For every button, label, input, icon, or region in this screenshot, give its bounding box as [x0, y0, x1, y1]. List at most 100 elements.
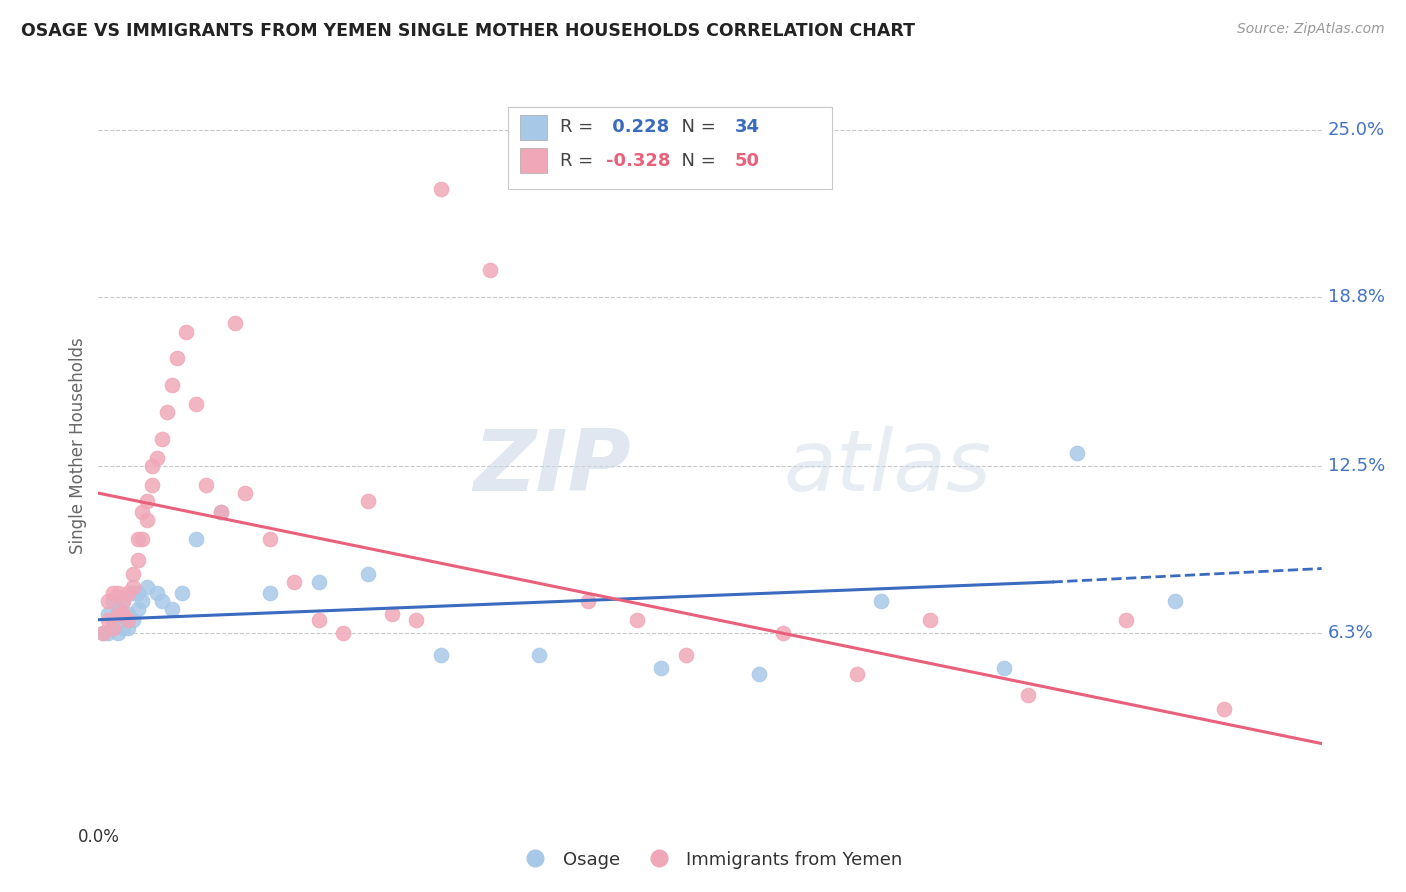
Point — [121, 580, 143, 594]
Point — [283, 574, 305, 589]
Point — [170, 586, 193, 600]
Point — [233, 486, 256, 500]
Text: Source: ZipAtlas.com: Source: ZipAtlas.com — [1237, 22, 1385, 37]
Point — [195, 478, 218, 492]
Point — [166, 351, 188, 366]
Point — [478, 262, 501, 277]
Text: OSAGE VS IMMIGRANTS FROM YEMEN SINGLE MOTHER HOUSEHOLDS CORRELATION CHART: OSAGE VS IMMIGRANTS FROM YEMEN SINGLE MO… — [21, 22, 915, 40]
Point — [131, 505, 153, 519]
Point — [430, 182, 453, 196]
Point — [1115, 613, 1137, 627]
Y-axis label: Single Mother Households: Single Mother Households — [69, 338, 87, 554]
Point — [993, 661, 1015, 675]
FancyBboxPatch shape — [520, 148, 547, 173]
Point — [131, 594, 153, 608]
Point — [107, 586, 129, 600]
Text: 0.228: 0.228 — [606, 118, 669, 136]
Text: R =: R = — [560, 152, 599, 169]
Point — [224, 317, 246, 331]
Point — [121, 566, 143, 581]
FancyBboxPatch shape — [508, 107, 832, 189]
Point — [160, 602, 183, 616]
Point — [136, 580, 159, 594]
Point — [150, 594, 173, 608]
Point — [1066, 446, 1088, 460]
Point — [650, 661, 672, 675]
Point — [920, 613, 942, 627]
Point — [107, 607, 129, 622]
Point — [186, 397, 208, 411]
Point — [127, 532, 149, 546]
Point — [1212, 701, 1234, 715]
Point — [101, 621, 124, 635]
Point — [111, 607, 134, 622]
Point — [97, 607, 120, 622]
Point — [176, 325, 198, 339]
Point — [675, 648, 697, 662]
Point — [111, 621, 134, 635]
Point — [146, 451, 169, 466]
Point — [160, 378, 183, 392]
Point — [127, 602, 149, 616]
Text: 12.5%: 12.5% — [1327, 458, 1385, 475]
Point — [332, 626, 354, 640]
Point — [259, 586, 281, 600]
Point — [156, 405, 179, 419]
Text: 50: 50 — [734, 152, 759, 169]
Point — [117, 613, 139, 627]
Text: R =: R = — [560, 118, 599, 136]
Text: 0.0%: 0.0% — [77, 828, 120, 846]
Point — [527, 648, 550, 662]
Point — [150, 432, 173, 446]
Text: 18.8%: 18.8% — [1327, 287, 1385, 306]
Point — [97, 594, 120, 608]
Point — [91, 626, 114, 640]
Point — [107, 626, 129, 640]
Point — [308, 574, 330, 589]
Point — [97, 613, 120, 627]
Point — [101, 594, 124, 608]
Text: 34: 34 — [734, 118, 759, 136]
Point — [127, 586, 149, 600]
Point — [146, 586, 169, 600]
FancyBboxPatch shape — [520, 114, 547, 139]
Point — [121, 613, 143, 627]
Point — [356, 494, 378, 508]
Point — [186, 532, 208, 546]
Point — [141, 478, 163, 492]
Point — [131, 532, 153, 546]
Point — [91, 626, 114, 640]
Point — [117, 621, 139, 635]
Text: -0.328: -0.328 — [606, 152, 671, 169]
Point — [117, 586, 139, 600]
Point — [308, 613, 330, 627]
Point — [356, 566, 378, 581]
Point — [870, 594, 893, 608]
Text: atlas: atlas — [783, 425, 991, 509]
Point — [1164, 594, 1187, 608]
Text: N =: N = — [669, 118, 721, 136]
Point — [209, 505, 232, 519]
Point — [626, 613, 648, 627]
Point — [772, 626, 794, 640]
Point — [121, 586, 143, 600]
Point — [101, 613, 124, 627]
Point — [381, 607, 404, 622]
Text: N =: N = — [669, 152, 721, 169]
Point — [748, 666, 770, 681]
Point — [97, 626, 120, 640]
Point — [136, 494, 159, 508]
Point — [107, 602, 129, 616]
Point — [576, 594, 599, 608]
Point — [127, 553, 149, 567]
Text: 6.3%: 6.3% — [1327, 624, 1374, 642]
Text: ZIP: ZIP — [472, 425, 630, 509]
Text: 25.0%: 25.0% — [1327, 120, 1385, 138]
Point — [1017, 688, 1039, 702]
Point — [141, 459, 163, 474]
Point — [209, 505, 232, 519]
Point — [259, 532, 281, 546]
Point — [430, 648, 453, 662]
Point — [136, 513, 159, 527]
Point — [845, 666, 868, 681]
